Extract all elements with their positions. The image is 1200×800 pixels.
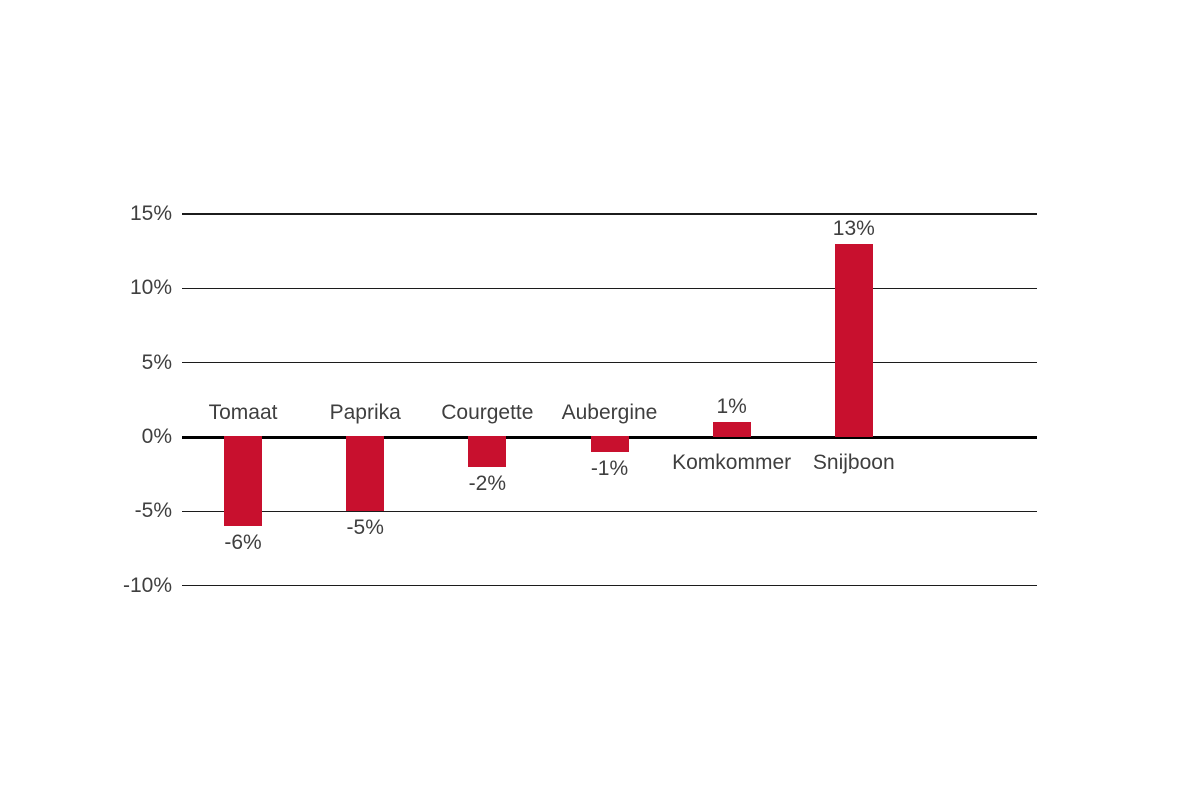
y-tick-label-0: 0% [141, 425, 172, 448]
y-tick-label--5: -5% [134, 499, 172, 523]
gridline--5 [182, 510, 1037, 513]
category-label-aubergine: Aubergine [561, 401, 658, 424]
category-label-tomaat: Tomaat [208, 401, 278, 424]
category-label-komkommer: Komkommer [672, 451, 792, 474]
value-label-komkommer: 1% [716, 395, 747, 419]
bar-courgette [468, 435, 507, 467]
value-label-aubergine: -1% [590, 456, 629, 480]
gridline-15 [182, 213, 1037, 215]
y-tick-label-5: 5% [141, 350, 172, 374]
category-label-snijboon: Snijboon [812, 451, 895, 474]
value-label-snijboon: 13% [832, 216, 875, 240]
y-tick-label-10: 10% [129, 276, 172, 300]
value-label-paprika: -5% [346, 516, 384, 540]
y-tick-label--10: -10% [122, 573, 172, 597]
category-label-paprika: Paprika [329, 401, 401, 424]
bar-snijboon [834, 243, 873, 437]
y-tick-label-15: 15% [129, 202, 172, 226]
gridline-10 [182, 287, 1037, 290]
value-label-tomaat: -6% [224, 531, 262, 555]
bar-paprika [346, 435, 385, 512]
bar-tomaat [224, 435, 263, 527]
category-label-courgette: Courgette [441, 401, 534, 424]
gridline-5 [182, 361, 1037, 364]
bar-aubergine [590, 435, 629, 452]
bar-komkommer [712, 422, 751, 437]
value-label-courgette: -2% [468, 471, 507, 495]
gridline--10 [182, 584, 1037, 587]
